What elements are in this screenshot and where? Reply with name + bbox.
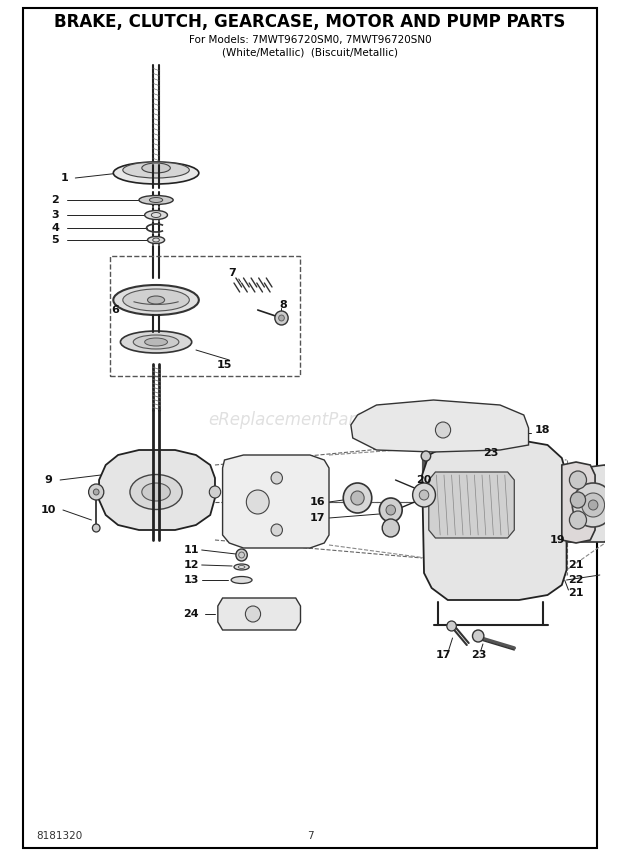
Circle shape: [588, 500, 598, 510]
Text: 19: 19: [549, 535, 565, 545]
Ellipse shape: [142, 163, 171, 173]
Circle shape: [419, 490, 429, 500]
Circle shape: [271, 524, 283, 536]
Circle shape: [582, 493, 604, 517]
Polygon shape: [99, 450, 215, 530]
Text: 24: 24: [184, 609, 199, 619]
Text: eReplacementParts.com: eReplacementParts.com: [208, 411, 412, 429]
Text: 9: 9: [45, 475, 53, 485]
Circle shape: [386, 505, 396, 515]
Circle shape: [343, 483, 372, 513]
Circle shape: [472, 630, 484, 642]
Circle shape: [236, 549, 247, 561]
Text: 6: 6: [111, 305, 119, 315]
Ellipse shape: [120, 331, 192, 353]
Circle shape: [92, 524, 100, 532]
Ellipse shape: [133, 335, 179, 349]
Text: 1: 1: [61, 173, 69, 183]
Ellipse shape: [139, 195, 173, 205]
Text: (White/Metallic)  (Biscuit/Metallic): (White/Metallic) (Biscuit/Metallic): [222, 47, 398, 57]
Ellipse shape: [148, 296, 165, 304]
Text: 8181320: 8181320: [37, 831, 82, 841]
Polygon shape: [351, 400, 528, 452]
Circle shape: [569, 511, 587, 529]
Text: 21: 21: [569, 560, 584, 570]
Text: 5: 5: [51, 235, 59, 245]
Polygon shape: [422, 440, 567, 600]
Text: 4: 4: [51, 223, 60, 233]
Text: 8: 8: [280, 300, 287, 310]
Circle shape: [246, 606, 260, 622]
Polygon shape: [223, 455, 329, 548]
Text: 23: 23: [483, 448, 498, 458]
Ellipse shape: [144, 211, 167, 219]
Text: 3: 3: [51, 210, 59, 220]
Circle shape: [89, 484, 104, 500]
Circle shape: [210, 486, 221, 498]
Text: 17: 17: [435, 650, 451, 660]
Circle shape: [246, 490, 269, 514]
Circle shape: [94, 489, 99, 495]
Ellipse shape: [113, 162, 199, 184]
Text: 22: 22: [569, 575, 584, 585]
Ellipse shape: [130, 474, 182, 509]
Polygon shape: [218, 598, 301, 630]
Text: 13: 13: [184, 575, 199, 585]
Circle shape: [278, 315, 285, 321]
Text: 7: 7: [307, 831, 313, 841]
Ellipse shape: [231, 576, 252, 584]
Ellipse shape: [144, 338, 167, 346]
Ellipse shape: [148, 236, 165, 243]
Text: 11: 11: [184, 545, 199, 555]
Circle shape: [351, 491, 364, 505]
Circle shape: [413, 483, 435, 507]
Polygon shape: [429, 472, 515, 538]
Text: 20: 20: [417, 475, 432, 485]
Circle shape: [569, 471, 587, 489]
Circle shape: [379, 498, 402, 522]
Circle shape: [271, 472, 283, 484]
Text: 21: 21: [569, 588, 584, 598]
Bar: [110, 256, 301, 376]
Polygon shape: [567, 465, 620, 542]
Circle shape: [421, 451, 431, 461]
Ellipse shape: [113, 285, 199, 315]
Polygon shape: [562, 462, 595, 543]
Circle shape: [572, 483, 614, 527]
Circle shape: [435, 422, 451, 438]
Circle shape: [447, 621, 456, 631]
Text: 12: 12: [184, 560, 199, 570]
Circle shape: [275, 311, 288, 325]
Text: 10: 10: [41, 505, 56, 515]
Ellipse shape: [149, 198, 162, 203]
Circle shape: [570, 492, 585, 508]
Text: 23: 23: [471, 650, 487, 660]
Text: For Models: 7MWT96720SM0, 7MWT96720SN0: For Models: 7MWT96720SM0, 7MWT96720SN0: [188, 35, 432, 45]
Ellipse shape: [123, 289, 189, 311]
Text: 18: 18: [535, 425, 551, 435]
Ellipse shape: [123, 162, 189, 178]
Ellipse shape: [234, 564, 249, 570]
Ellipse shape: [142, 483, 171, 501]
Circle shape: [382, 519, 399, 537]
Text: 7: 7: [228, 268, 236, 278]
Text: BRAKE, CLUTCH, GEARCASE, MOTOR AND PUMP PARTS: BRAKE, CLUTCH, GEARCASE, MOTOR AND PUMP …: [55, 13, 565, 31]
Text: 15: 15: [217, 360, 232, 370]
Text: 16: 16: [310, 497, 326, 507]
Text: 17: 17: [310, 513, 326, 523]
Text: 2: 2: [51, 195, 60, 205]
